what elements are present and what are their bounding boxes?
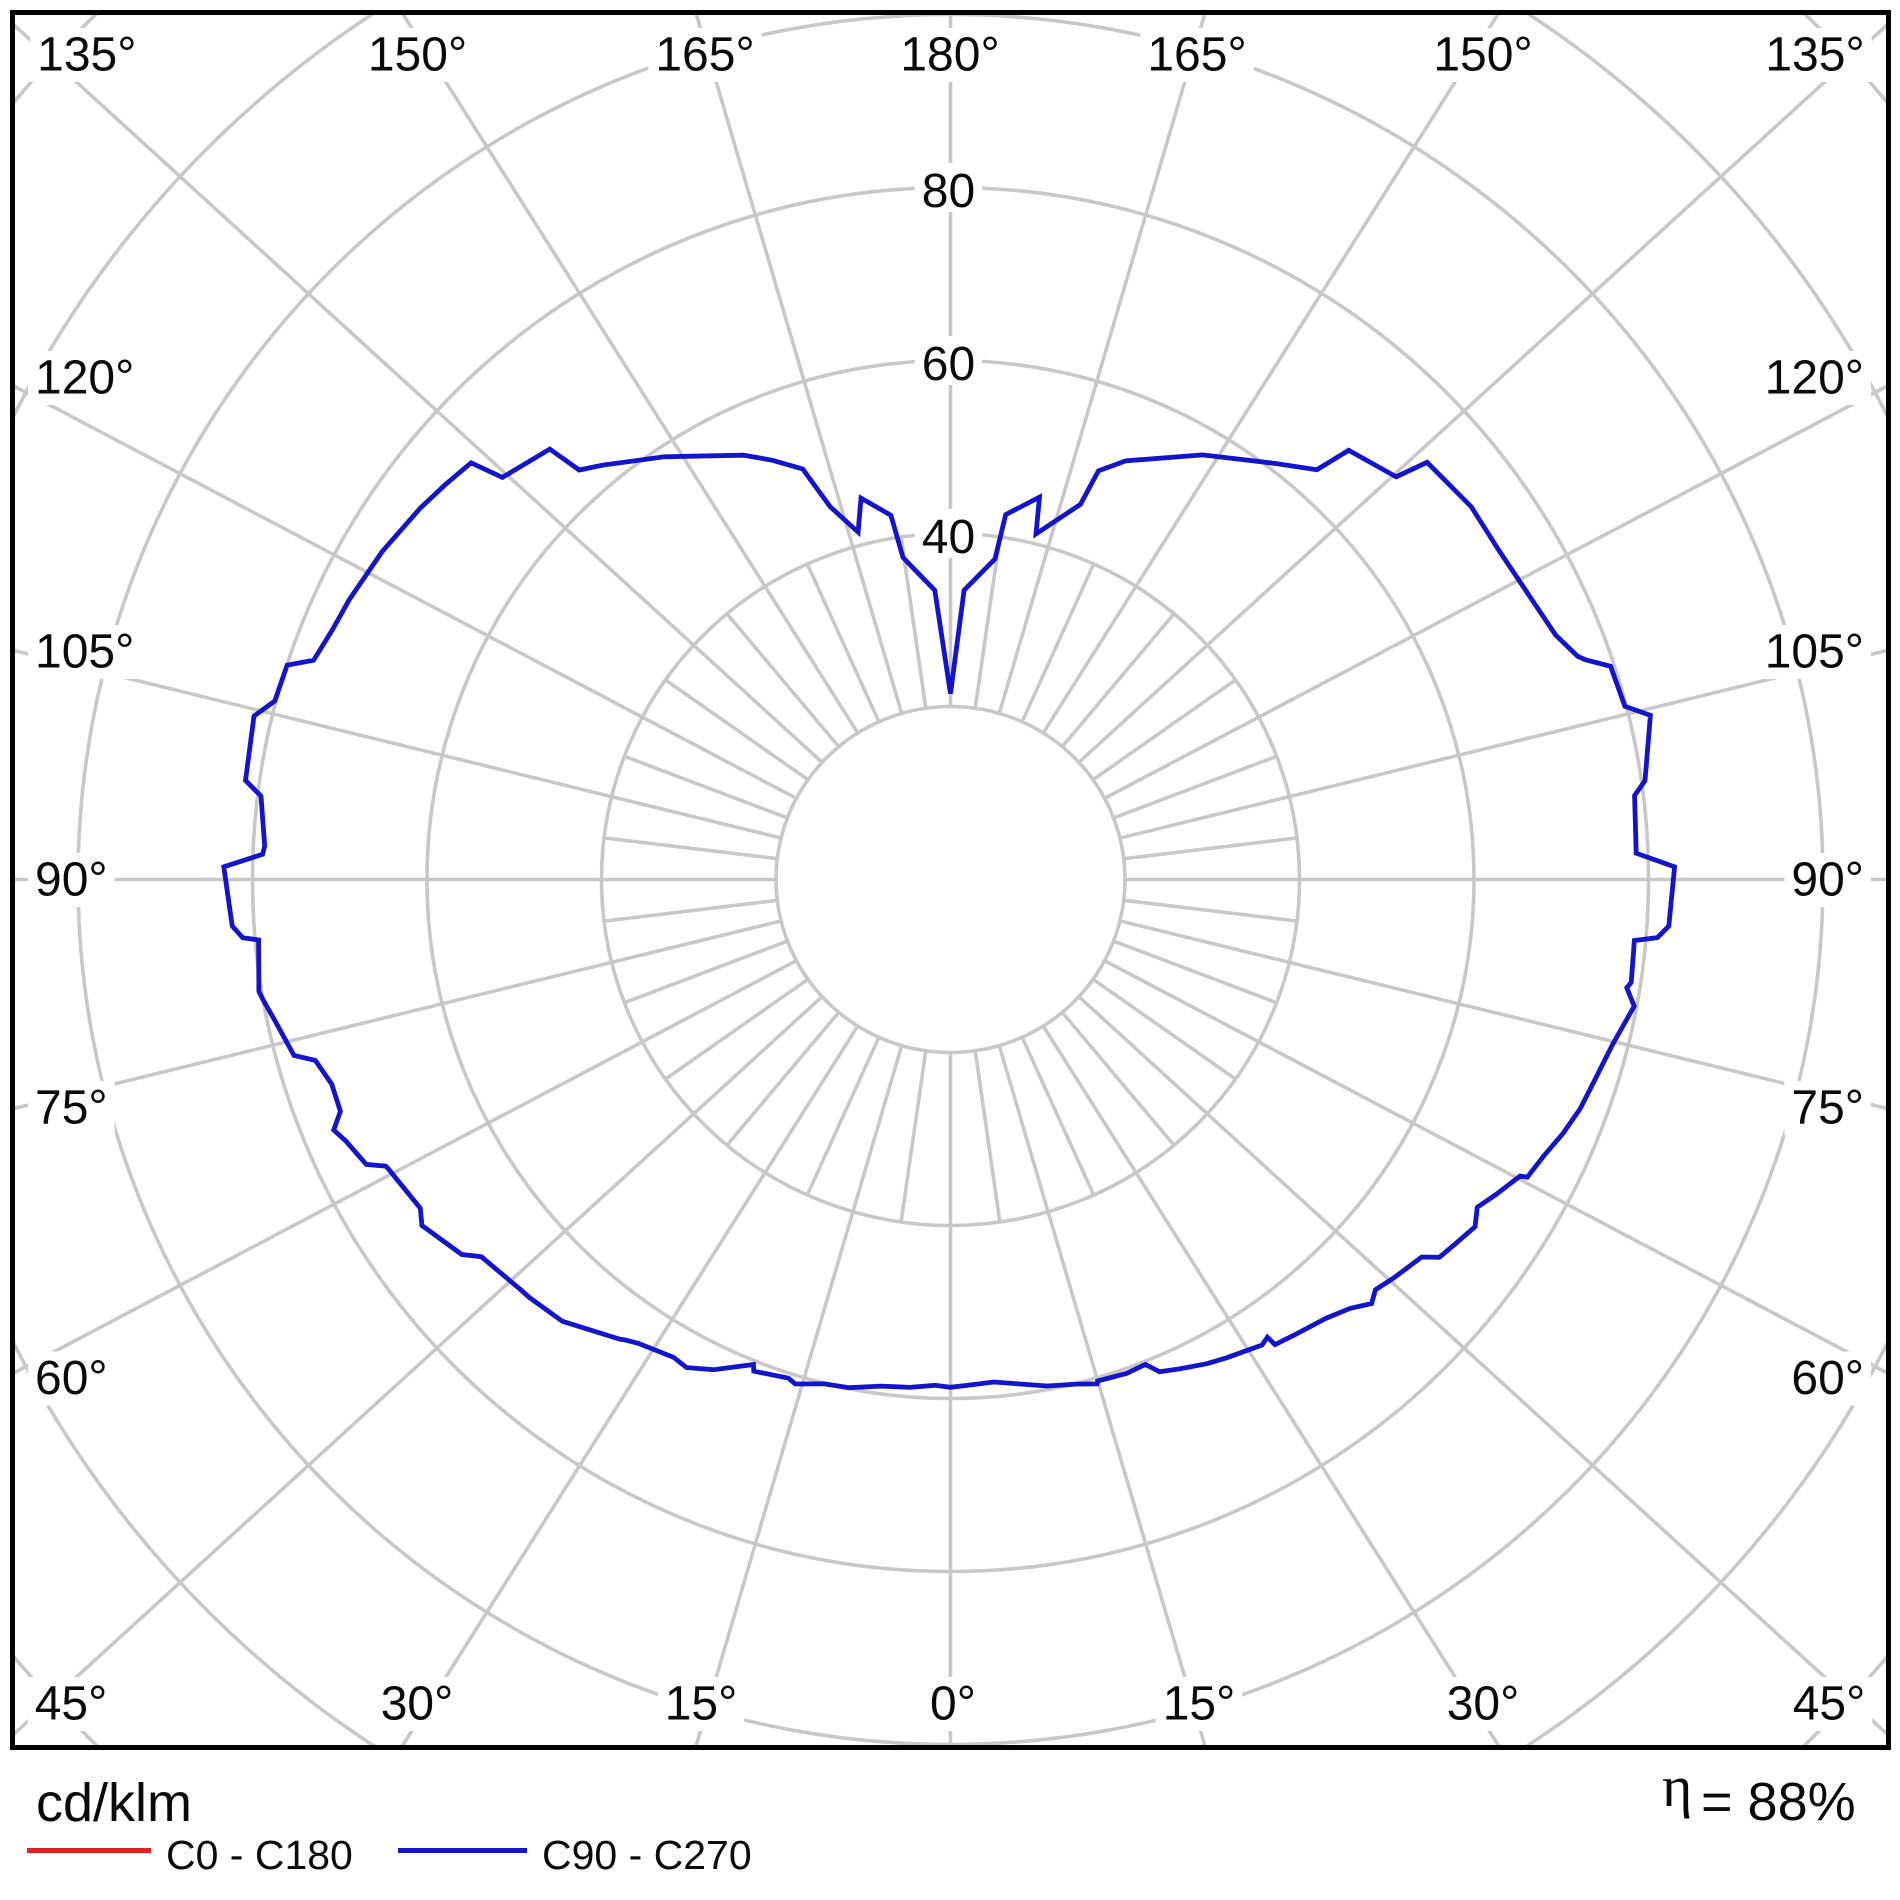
svg-text:180°: 180° xyxy=(900,29,999,82)
svg-text:80: 80 xyxy=(922,165,975,218)
svg-text:90°: 90° xyxy=(35,854,108,907)
svg-text:30°: 30° xyxy=(381,1678,454,1731)
svg-text:0°: 0° xyxy=(930,1678,976,1731)
svg-text:90°: 90° xyxy=(1791,854,1864,907)
svg-text:75°: 75° xyxy=(1791,1082,1864,1135)
svg-text:C0 - C180: C0 - C180 xyxy=(166,1832,353,1878)
svg-text:15°: 15° xyxy=(665,1678,738,1731)
svg-text:120°: 120° xyxy=(35,352,134,405)
svg-text:40: 40 xyxy=(922,511,975,564)
svg-text:30°: 30° xyxy=(1447,1678,1520,1731)
svg-text:45°: 45° xyxy=(35,1678,108,1731)
svg-text:165°: 165° xyxy=(1147,29,1246,82)
svg-text:η: η xyxy=(1662,1754,1692,1819)
svg-text:15°: 15° xyxy=(1163,1678,1236,1731)
svg-text:75°: 75° xyxy=(35,1082,108,1135)
svg-text:105°: 105° xyxy=(35,626,134,679)
svg-text:cd/klm: cd/klm xyxy=(36,1773,192,1833)
svg-text:165°: 165° xyxy=(655,29,754,82)
svg-text:C90 - C270: C90 - C270 xyxy=(542,1832,752,1878)
svg-text:135°: 135° xyxy=(37,29,136,82)
svg-text:105°: 105° xyxy=(1765,626,1864,679)
svg-text:60°: 60° xyxy=(35,1352,108,1405)
svg-text:150°: 150° xyxy=(368,29,467,82)
svg-text:150°: 150° xyxy=(1433,29,1532,82)
svg-text:60°: 60° xyxy=(1791,1352,1864,1405)
svg-text:60: 60 xyxy=(922,338,975,391)
svg-text:120°: 120° xyxy=(1765,352,1864,405)
svg-text:45°: 45° xyxy=(1793,1678,1866,1731)
svg-text:135°: 135° xyxy=(1765,29,1864,82)
svg-text:= 88%: = 88% xyxy=(1701,1772,1856,1832)
